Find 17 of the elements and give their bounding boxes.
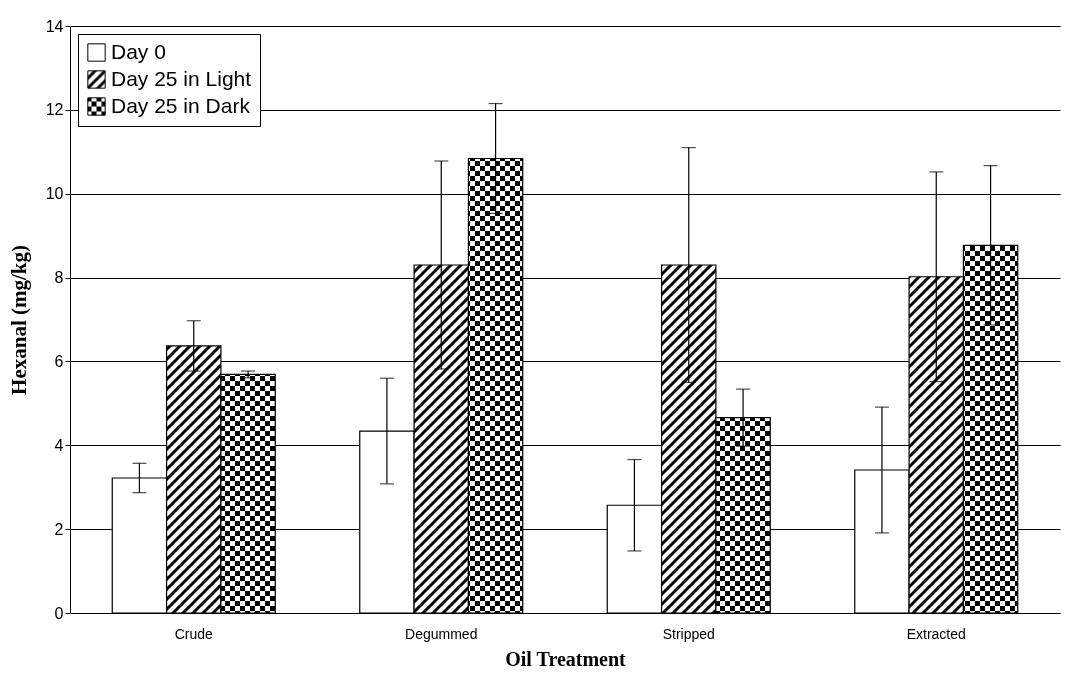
legend-label: Day 25 in Dark	[111, 93, 251, 117]
y-tick-label: 8	[54, 269, 64, 287]
y-tick-label: 12	[45, 101, 64, 119]
x-tick-label: Extracted	[906, 625, 966, 642]
y-tick-label: 10	[45, 185, 64, 203]
y-tick-label: 0	[54, 604, 64, 622]
x-tick-label: Crude	[174, 625, 214, 642]
x-tick-label: Degummed	[405, 625, 478, 642]
x-axis-title: Oil Treatment	[505, 647, 627, 670]
y-axis-title: Hexanal (mg/kg)	[6, 245, 31, 395]
y-tick-label: 6	[54, 352, 64, 370]
y-tick-label: 2	[54, 520, 64, 538]
x-tick-label: Stripped	[662, 625, 715, 642]
legend-label: Day 0	[111, 39, 166, 63]
y-tick-label: 4	[54, 436, 64, 454]
legend-label: Day 25 in Light	[111, 66, 252, 90]
y-tick-label: 14	[45, 17, 64, 35]
